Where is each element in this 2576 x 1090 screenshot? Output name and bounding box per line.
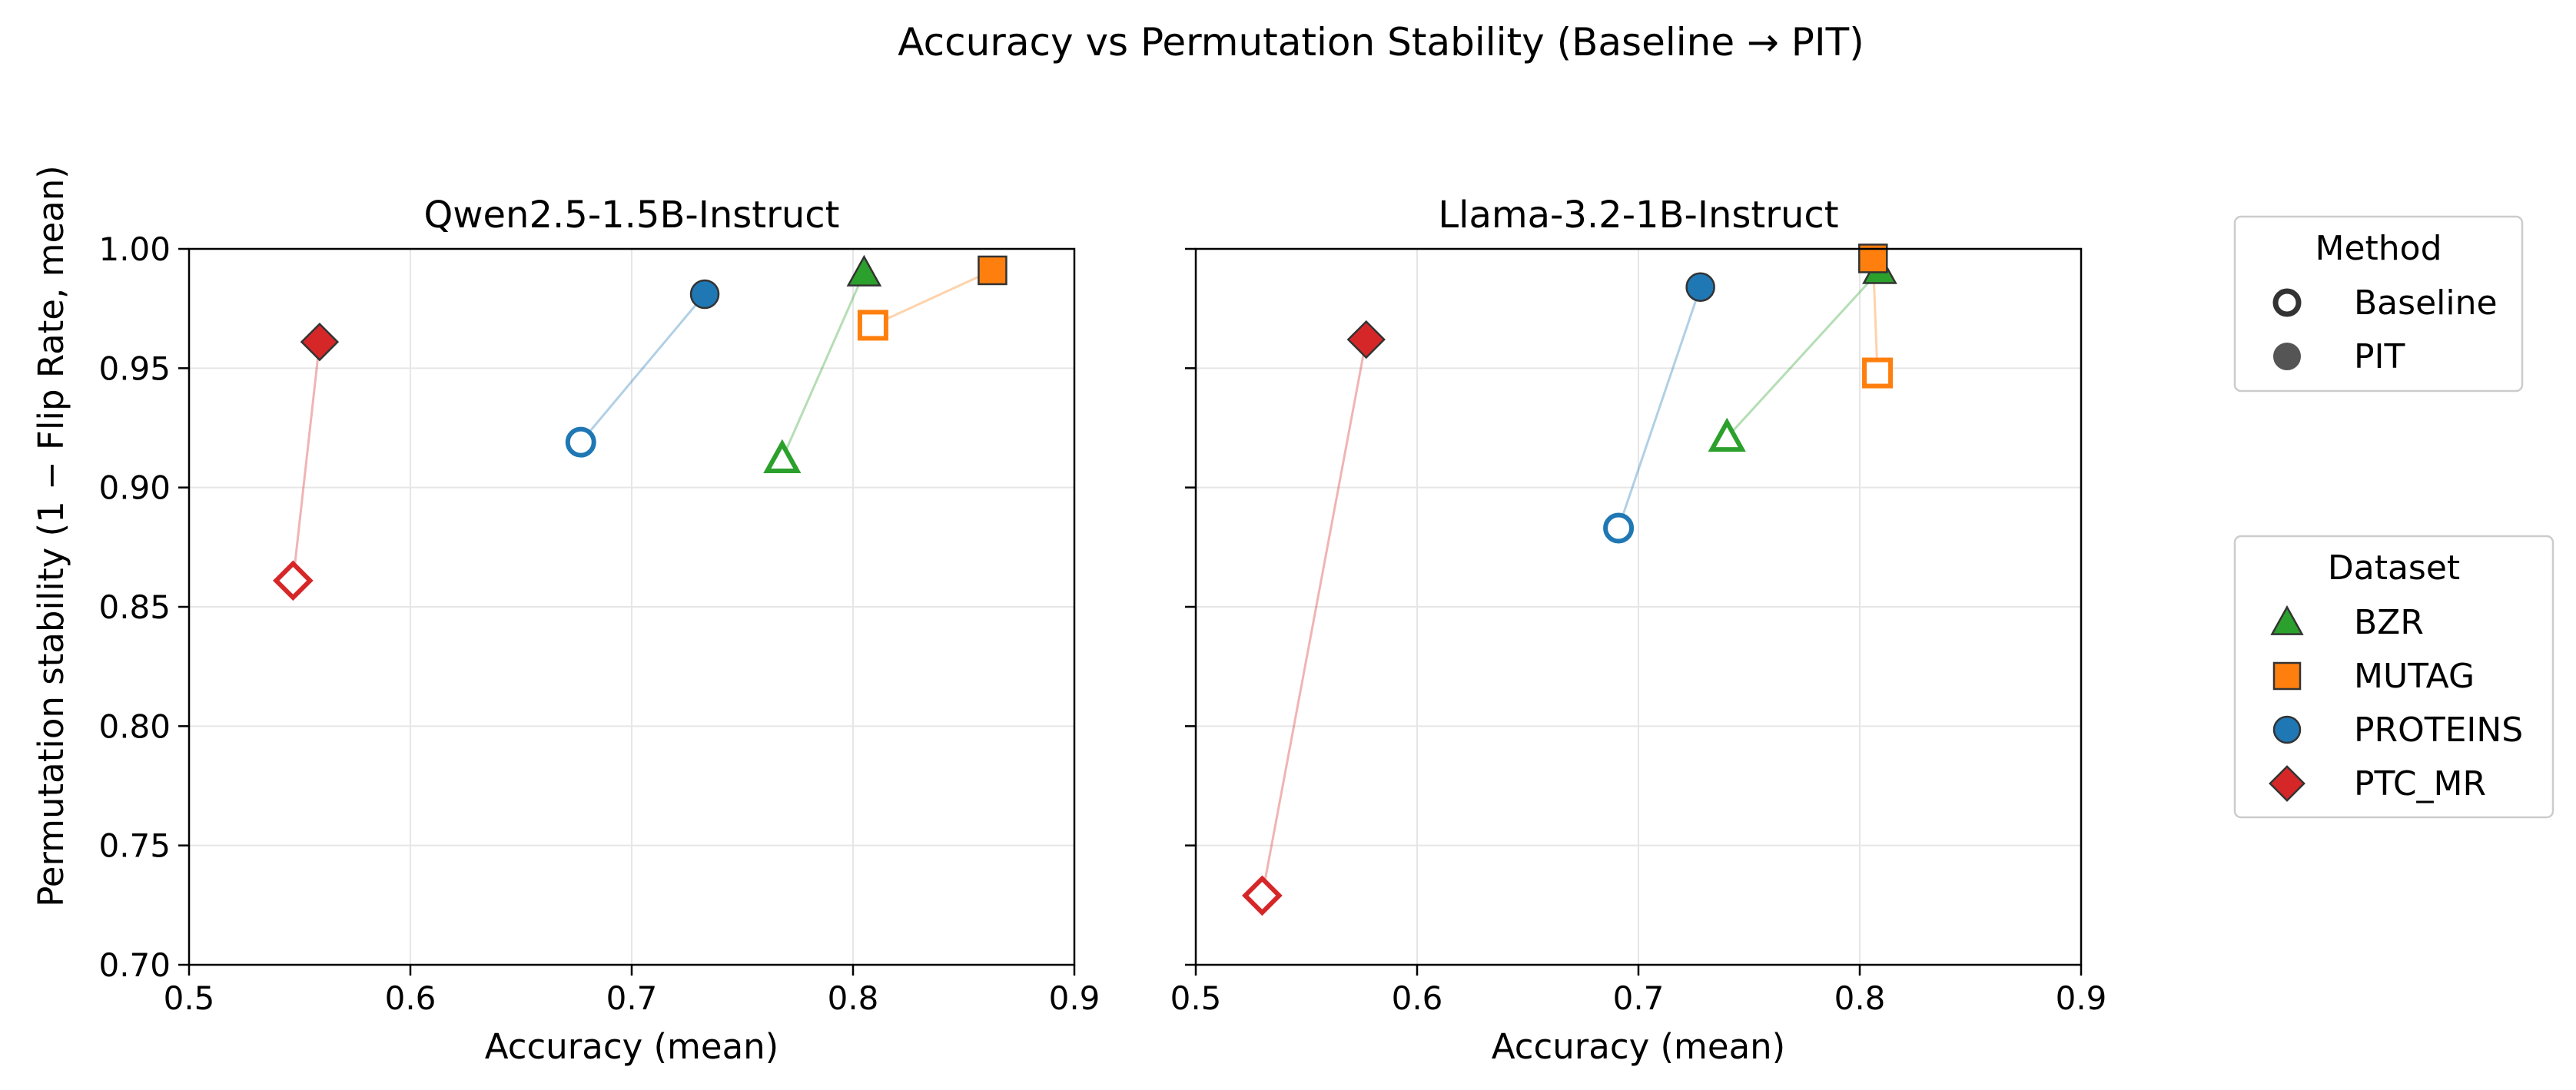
point-pit-proteins (689, 279, 720, 310)
x-axis-label: Accuracy (mean) (1492, 1026, 1785, 1067)
legend-mutag-marker (2272, 661, 2302, 691)
legend-baseline-marker (2272, 288, 2302, 317)
x-tick-label: 0.7 (606, 979, 658, 1017)
legend-method-title: Method (2315, 229, 2442, 268)
point-pit-bzr (846, 254, 882, 287)
connector-ptc_mr (1260, 339, 1368, 896)
point-baseline-bzr (763, 439, 802, 474)
connector-proteins (1617, 287, 1702, 528)
point-baseline-ptc_mr (1242, 875, 1283, 916)
y-tick-label: 0.80 (98, 707, 171, 745)
connector-bzr (1726, 269, 1881, 439)
point-baseline-mutag (1862, 357, 1894, 389)
legend-dataset-title: Dataset (2328, 548, 2460, 588)
y-axis-label: Permutation stability (1 − Flip Rate, me… (31, 165, 71, 907)
legend-dataset-item-label: BZR (2354, 603, 2424, 642)
legend-method-frame (2233, 215, 2524, 393)
point-pit-ptc_mr (1346, 320, 1386, 359)
legend-method-item-label: PIT (2354, 337, 2405, 376)
legend-dataset-item-label: MUTAG (2354, 657, 2475, 696)
legend-dataset-frame (2233, 535, 2554, 819)
x-tick-label: 0.5 (164, 979, 215, 1017)
x-tick-label: 0.5 (1170, 979, 1222, 1017)
point-baseline-bzr (1708, 417, 1746, 452)
point-pit-ptc_mr (300, 322, 340, 362)
legend-dataset-item-label: PROTEINS (2354, 711, 2523, 750)
legend-method-item-label: Baseline (2354, 283, 2498, 323)
point-pit-proteins (1685, 272, 1715, 302)
connector-mutag (872, 269, 994, 326)
y-tick-label: 0.70 (98, 946, 171, 984)
connector-bzr (781, 272, 865, 459)
legend-dataset-item-label: PTC_MR (2354, 764, 2486, 803)
point-baseline-ptc_mr (273, 560, 314, 601)
point-baseline-proteins (1603, 512, 1635, 544)
point-baseline-proteins (565, 426, 596, 458)
panel-title: Qwen2.5-1.5B-Instruct (423, 194, 839, 237)
legend-method: Method Baseline PIT (2233, 215, 2524, 393)
point-baseline-mutag (857, 310, 888, 341)
panel-2: 0.5 0.6 0.7 0.8 0.9 Llama-3.2-1B-Instruct Accu… (1170, 194, 2107, 1067)
figure-title: Accuracy vs Permutation Stability (Basel… (898, 20, 1864, 65)
y-tick-label: 0.95 (98, 350, 171, 387)
x-axis-label: Accuracy (mean) (485, 1026, 778, 1067)
panel-1: 0.5 0.6 0.7 0.8 0.9 0.70 0.75 0.80 0.85 0.90 0.95 1… (98, 194, 1100, 1067)
y-tick-label: 0.90 (98, 469, 171, 507)
x-tick-label: 0.8 (1834, 979, 1886, 1017)
y-tick-label: 1.00 (98, 230, 171, 268)
connector-proteins (579, 293, 706, 443)
legend-dataset: Dataset BZR MUTAG PROTEINS PTC_MR (2233, 535, 2554, 819)
x-tick-label: 0.9 (2056, 979, 2107, 1017)
x-tick-label: 0.9 (1049, 979, 1100, 1017)
x-tick-label: 0.6 (1392, 979, 1443, 1017)
legend-ptc_mr-marker (2269, 765, 2305, 802)
point-pit-mutag (978, 255, 1007, 286)
y-tick-label: 0.85 (98, 588, 171, 626)
x-tick-label: 0.6 (385, 979, 437, 1017)
legend-proteins-marker (2272, 715, 2302, 744)
connector-ptc_mr (291, 341, 321, 581)
legend-bzr-marker (2270, 605, 2304, 635)
y-tick-label: 0.75 (98, 827, 171, 865)
legend-pit-marker (2273, 343, 2301, 370)
x-tick-label: 0.7 (1613, 979, 1665, 1017)
x-tick-label: 0.8 (828, 979, 879, 1017)
panel-title: Llama-3.2-1B-Instruct (1438, 194, 1838, 237)
